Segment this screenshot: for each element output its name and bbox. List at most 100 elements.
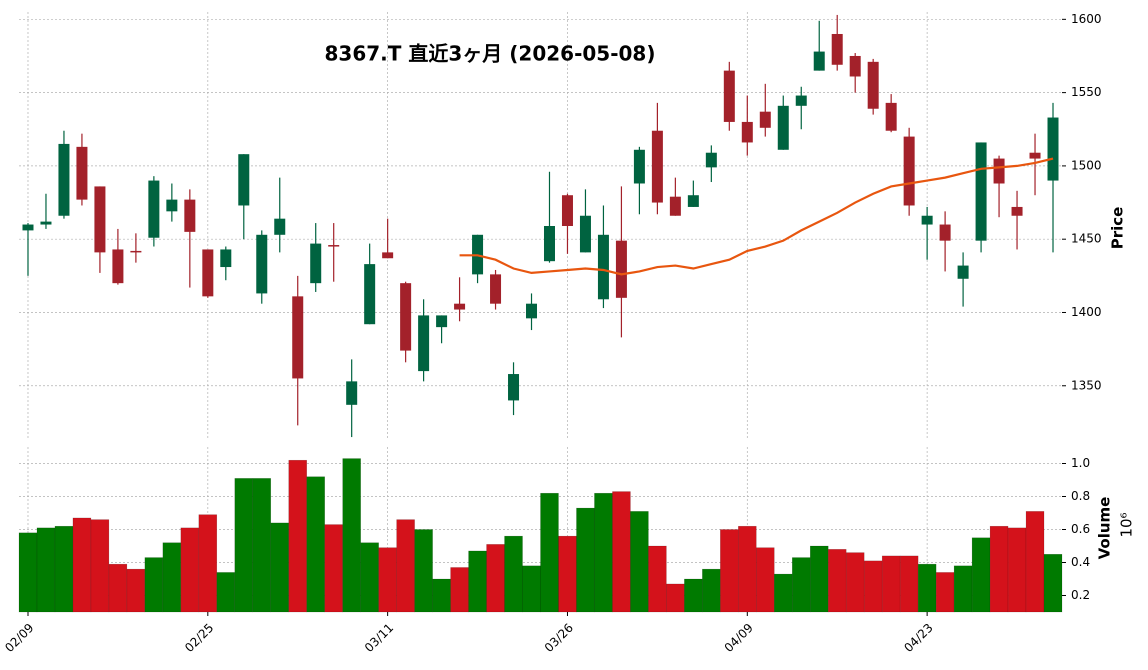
volume-bar — [306, 476, 325, 613]
candle-body — [220, 249, 232, 268]
volume-bar — [648, 545, 667, 613]
volume-bar — [36, 527, 56, 613]
volume-bar — [144, 557, 164, 613]
candle-body — [454, 303, 466, 310]
volume-bar — [558, 535, 577, 613]
volume-bar — [198, 514, 218, 613]
candle-body — [292, 296, 304, 379]
candle-body — [238, 154, 250, 206]
candle-body — [705, 152, 717, 168]
candle-body — [130, 250, 142, 253]
volume-bar — [18, 532, 38, 613]
y-tick-label: 1400 — [1071, 305, 1102, 319]
volume-bar — [845, 552, 865, 613]
candle-body — [561, 195, 573, 226]
candle-body — [418, 315, 430, 372]
volume-bar — [989, 525, 1009, 613]
volume-bar — [953, 565, 973, 613]
candle-body — [1047, 117, 1059, 181]
candle-body — [58, 143, 70, 216]
candle-body — [687, 195, 699, 207]
candle-body — [490, 274, 502, 304]
volume-bar — [666, 583, 685, 613]
volume-bar — [162, 542, 182, 613]
volume-bar — [234, 478, 254, 613]
y-tick-label: 0.6 — [1071, 522, 1090, 536]
candle-body — [669, 196, 681, 216]
candle-body — [975, 142, 987, 241]
volume-bar — [522, 565, 541, 613]
candle-body — [364, 264, 376, 325]
volume-bar — [1025, 511, 1045, 613]
candle-body — [400, 283, 412, 351]
volume-bar — [450, 567, 469, 613]
x-tick-label: 04/09 — [722, 621, 756, 655]
volume-bar — [774, 573, 793, 613]
candle-body — [508, 374, 520, 401]
candle-body — [310, 243, 322, 284]
volume-bar — [72, 517, 92, 613]
volume-bar — [971, 537, 991, 613]
x-tick-label: 02/09 — [2, 621, 36, 655]
volume-multiplier: 10⁶ — [1118, 512, 1136, 537]
volume-bar — [180, 527, 200, 613]
candle-body — [831, 33, 843, 65]
volume-bar — [917, 563, 937, 613]
volume-bar — [684, 578, 703, 613]
volume-bar — [702, 568, 721, 613]
y-tick-label: 1.0 — [1071, 456, 1090, 470]
candle-body — [22, 224, 34, 231]
volume-bar — [809, 545, 829, 613]
y-tick-label: 1450 — [1071, 232, 1102, 246]
volume-bar — [881, 555, 901, 613]
volume-bar — [216, 572, 236, 613]
volume-bar — [414, 529, 433, 613]
volume-bar — [324, 524, 343, 613]
volume-bar — [468, 550, 487, 613]
volume-bar — [486, 544, 505, 613]
y-tick-label: 1600 — [1071, 12, 1102, 26]
volume-bar — [360, 542, 379, 613]
volume-bar — [378, 547, 397, 613]
candle-body — [777, 105, 789, 150]
y-tick-label: 0.4 — [1071, 555, 1090, 569]
candle-body — [148, 180, 160, 238]
volume-bar — [863, 560, 883, 613]
volume-bar — [594, 492, 613, 613]
candle-body — [436, 315, 448, 328]
candle-body — [526, 303, 538, 319]
volume-bar — [270, 522, 289, 613]
candle-body — [759, 111, 771, 128]
candle-body — [76, 146, 88, 200]
volume-bar — [630, 511, 649, 613]
volume-bar — [612, 491, 631, 613]
candle-body — [903, 136, 915, 206]
y-tick-label: 1550 — [1071, 85, 1102, 99]
candle-body — [346, 381, 358, 405]
chart-title: 8367.T 直近3ヶ月 (2026-05-08) — [325, 42, 656, 66]
x-tick-label: 03/11 — [362, 621, 396, 655]
volume-bar — [792, 557, 811, 613]
volume-bar — [576, 507, 595, 613]
candle-body — [993, 158, 1005, 184]
volume-bar — [935, 572, 955, 613]
candle-body — [274, 218, 286, 235]
volume-bar — [899, 555, 919, 613]
volume-bar — [90, 519, 110, 613]
x-tick-label: 03/26 — [542, 621, 576, 655]
candle-body — [921, 215, 933, 225]
candle-body — [615, 240, 627, 298]
volume-bar — [54, 525, 74, 613]
volume-bar — [1007, 527, 1027, 613]
candle-body — [813, 51, 825, 71]
x-tick-label: 04/23 — [901, 621, 935, 655]
candle-body — [867, 61, 879, 109]
candle-body — [957, 265, 969, 279]
candle-body — [885, 102, 897, 131]
candle-body — [723, 70, 735, 122]
candle-body — [184, 199, 196, 232]
volume-bar — [756, 547, 775, 613]
candle-body — [939, 224, 951, 241]
volume-bar — [288, 459, 307, 613]
